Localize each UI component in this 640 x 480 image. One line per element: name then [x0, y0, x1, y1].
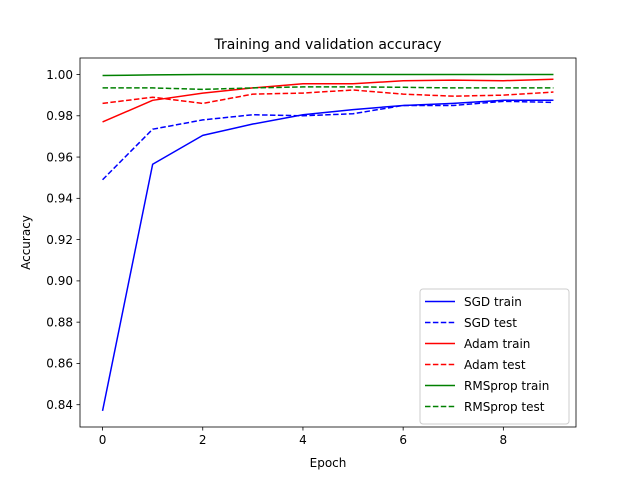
y-tick-label: 1.00: [46, 68, 73, 82]
series-line-3: [102, 89, 554, 105]
y-tick-label: 0.94: [46, 192, 73, 206]
series-line-5: [102, 86, 554, 91]
y-tick-label: 0.90: [46, 274, 73, 288]
legend-box: [419, 288, 570, 425]
x-tick-label: 6: [399, 433, 407, 447]
y-axis-label: Accuracy: [19, 215, 33, 270]
legend-label: SGD test: [464, 316, 517, 330]
y-tick-label: 0.96: [46, 150, 73, 164]
chart-title: Training and validation accuracy: [213, 37, 441, 53]
legend-label: Adam train: [464, 337, 530, 351]
y-tick-label: 0.92: [46, 233, 73, 247]
legend: SGD train SGD test Adam train Adam test RMSp…: [419, 288, 570, 425]
series-line-1: [102, 100, 554, 181]
x-axis-ticks: 0 2 4 6 8: [99, 427, 507, 447]
y-tick-label: 0.84: [46, 398, 73, 412]
legend-label: RMSprop test: [464, 400, 545, 414]
series-line-2: [102, 78, 554, 123]
series-line-4: [102, 73, 554, 77]
y-tick-label: 0.88: [46, 315, 73, 329]
legend-label: Adam test: [464, 358, 526, 372]
legend-label: RMSprop train: [464, 379, 549, 393]
series-line-0: [101, 99, 554, 412]
x-tick-label: 0: [99, 433, 107, 447]
x-tick-label: 8: [500, 433, 508, 447]
x-tick-label: 2: [199, 433, 207, 447]
legend-label: SGD train: [464, 295, 522, 309]
plot-lines: [101, 73, 554, 412]
x-tick-label: 4: [299, 433, 307, 447]
plot-frame: [79, 57, 577, 428]
y-tick-label: 0.98: [46, 109, 73, 123]
y-tick-label: 0.86: [46, 357, 73, 371]
x-axis-label: Epoch: [310, 456, 347, 470]
y-axis-ticks: 0.84 0.86 0.88 0.90 0.92 0.94 0.96 0.98 1.00: [46, 68, 80, 412]
